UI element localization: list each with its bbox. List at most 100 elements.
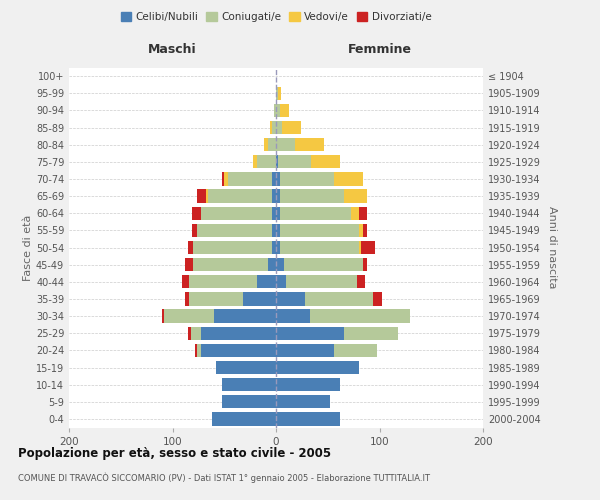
Bar [276, 378, 340, 392]
Text: Femmine: Femmine [347, 44, 412, 57]
Y-axis label: Fasce di età: Fasce di età [23, 214, 33, 280]
Bar [195, 344, 197, 357]
Bar [278, 155, 311, 168]
Bar [253, 155, 257, 168]
Bar [257, 155, 276, 168]
Bar [276, 206, 280, 220]
Bar [206, 190, 208, 203]
Bar [276, 275, 286, 288]
Bar [361, 241, 376, 254]
Bar [272, 190, 276, 203]
Bar [185, 258, 193, 272]
Bar [344, 190, 367, 203]
Bar [222, 395, 276, 408]
Bar [222, 172, 224, 186]
Bar [280, 241, 359, 254]
Bar [202, 344, 276, 357]
Bar [272, 241, 276, 254]
Legend: Celibi/Nubili, Coniugati/e, Vedovi/e, Divorziati/e: Celibi/Nubili, Coniugati/e, Vedovi/e, Di… [116, 8, 436, 26]
Bar [164, 310, 214, 323]
Text: Maschi: Maschi [148, 44, 197, 57]
Bar [192, 224, 197, 237]
Bar [197, 344, 202, 357]
Text: Popolazione per età, sesso e stato civile - 2005: Popolazione per età, sesso e stato civil… [18, 448, 331, 460]
Bar [188, 326, 191, 340]
Bar [350, 206, 359, 220]
Bar [359, 224, 363, 237]
Bar [373, 292, 382, 306]
Bar [272, 224, 276, 237]
Bar [310, 310, 410, 323]
Bar [280, 224, 359, 237]
Bar [295, 138, 323, 151]
Bar [212, 412, 276, 426]
Text: COMUNE DI TRAVACÒ SICCOMARIO (PV) - Dati ISTAT 1° gennaio 2005 - Elaborazione TU: COMUNE DI TRAVACÒ SICCOMARIO (PV) - Dati… [18, 472, 430, 483]
Bar [188, 241, 193, 254]
Bar [214, 310, 276, 323]
Bar [197, 190, 206, 203]
Bar [189, 275, 257, 288]
Bar [276, 344, 334, 357]
Bar [272, 206, 276, 220]
Bar [208, 190, 272, 203]
Bar [276, 104, 280, 117]
Bar [278, 86, 281, 100]
Bar [334, 172, 363, 186]
Bar [276, 241, 280, 254]
Bar [224, 172, 229, 186]
Bar [276, 86, 278, 100]
Bar [359, 241, 361, 254]
Bar [193, 258, 268, 272]
Bar [276, 395, 330, 408]
Bar [192, 206, 202, 220]
Bar [263, 138, 268, 151]
Bar [268, 258, 276, 272]
Bar [276, 121, 282, 134]
Bar [276, 138, 295, 151]
Bar [344, 326, 398, 340]
Bar [276, 361, 359, 374]
Bar [270, 121, 272, 134]
Bar [216, 361, 276, 374]
Bar [280, 206, 350, 220]
Bar [229, 172, 272, 186]
Bar [182, 275, 189, 288]
Bar [280, 104, 289, 117]
Bar [276, 258, 284, 272]
Bar [162, 310, 164, 323]
Bar [189, 292, 243, 306]
Bar [243, 292, 276, 306]
Bar [272, 121, 276, 134]
Bar [357, 275, 365, 288]
Bar [185, 292, 189, 306]
Bar [305, 292, 373, 306]
Bar [276, 190, 280, 203]
Bar [363, 258, 367, 272]
Bar [257, 275, 276, 288]
Bar [193, 241, 272, 254]
Bar [280, 190, 344, 203]
Bar [276, 155, 278, 168]
Bar [276, 326, 344, 340]
Y-axis label: Anni di nascita: Anni di nascita [547, 206, 557, 289]
Bar [286, 275, 357, 288]
Bar [284, 258, 363, 272]
Bar [268, 138, 276, 151]
Bar [274, 104, 276, 117]
Bar [276, 224, 280, 237]
Bar [363, 224, 367, 237]
Bar [276, 310, 310, 323]
Bar [334, 344, 377, 357]
Bar [197, 224, 272, 237]
Bar [276, 172, 280, 186]
Bar [280, 172, 334, 186]
Bar [276, 292, 305, 306]
Bar [202, 206, 272, 220]
Bar [222, 378, 276, 392]
Bar [311, 155, 340, 168]
Bar [359, 206, 367, 220]
Bar [191, 326, 202, 340]
Bar [276, 412, 340, 426]
Bar [272, 172, 276, 186]
Bar [282, 121, 301, 134]
